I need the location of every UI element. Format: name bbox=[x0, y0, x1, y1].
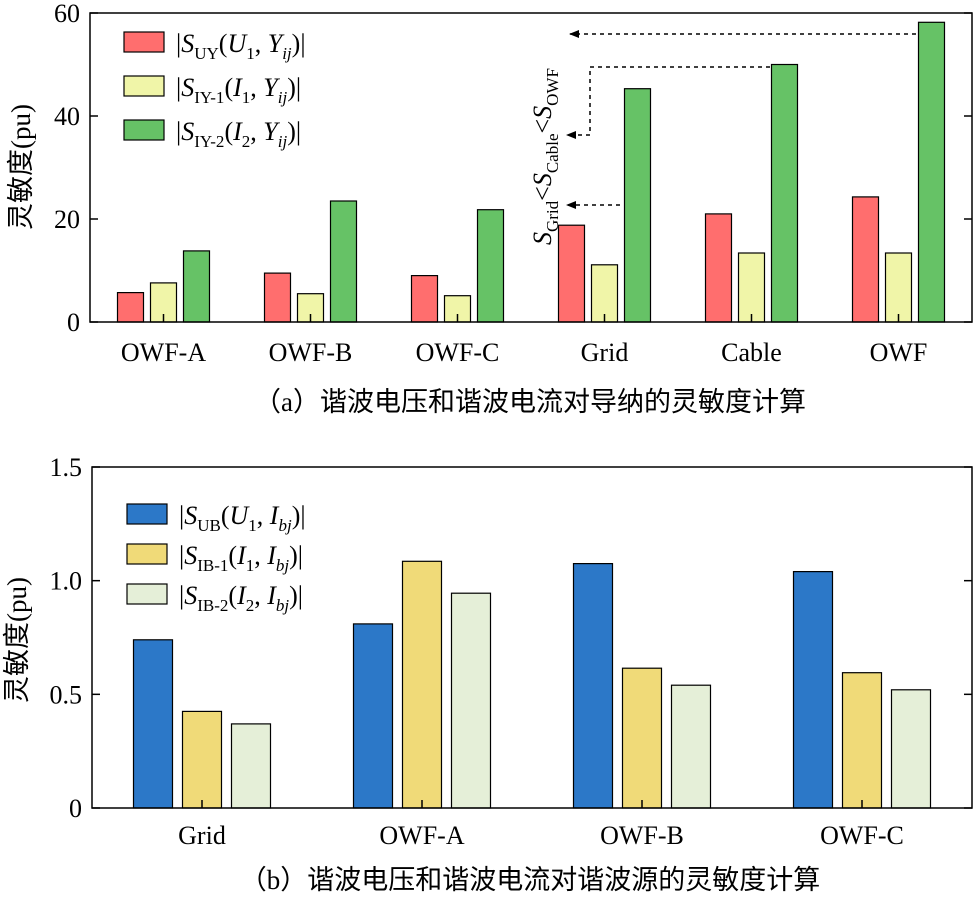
legend-swatch-1 bbox=[126, 503, 168, 525]
panel-a-chart: 0 20 40 60 OWF-A OWF-B OWF-C Grid Cable OWF 灵敏度(… bbox=[6, 0, 973, 417]
panel-a-inequality-annotation: SGrid<SCable<SOWF bbox=[528, 68, 562, 245]
bar-owf-series-2 bbox=[884, 252, 913, 323]
panel-b-plot-frame bbox=[91, 466, 973, 809]
panel-b-y-axis: 0 0.5 1.0 1.5 bbox=[50, 453, 972, 823]
panel-a-annotation-arrows bbox=[566, 30, 916, 209]
bar-owf-a-series-1 bbox=[116, 292, 145, 323]
panel-b-bars bbox=[132, 560, 932, 809]
bar-owf-b-series-3 bbox=[329, 200, 358, 323]
y-tick-label: 0.5 bbox=[50, 680, 83, 709]
bar-owf-series-3 bbox=[917, 21, 946, 323]
bar-cable-series-1 bbox=[704, 213, 733, 323]
bar-grid-series-2 bbox=[181, 710, 223, 809]
panel-b-caption: （b）谐波电压和谐波电流对谐波源的灵敏度计算 bbox=[240, 865, 821, 895]
legend-label-2: |SIB-1(I1, Ibj)| bbox=[179, 541, 303, 575]
panel-b-y-axis-title: 灵敏度(pu) bbox=[2, 577, 32, 703]
x-tick-label: Cable bbox=[721, 338, 782, 367]
bar-owf-a-series-3 bbox=[450, 592, 492, 809]
bar-owf-series-1 bbox=[851, 196, 880, 323]
arrow-cable bbox=[566, 66, 770, 139]
y-tick-label: 20 bbox=[54, 205, 80, 234]
bar-grid-series-1 bbox=[132, 639, 174, 809]
y-tick-label: 0 bbox=[67, 308, 80, 337]
legend-label-2: |SIY-1(I1, Yij)| bbox=[176, 73, 301, 107]
bar-owf-b-series-1 bbox=[263, 272, 292, 323]
x-tick-label: OWF-C bbox=[820, 821, 904, 850]
bar-grid-series-3 bbox=[230, 723, 272, 809]
legend-label-3: |SIB-2(I2, Ibj)| bbox=[179, 581, 303, 615]
bar-owf-a-series-2 bbox=[401, 560, 443, 809]
panel-a-x-axis: OWF-A OWF-B OWF-C Grid Cable OWF bbox=[121, 314, 928, 367]
y-tick-label: 1.5 bbox=[50, 453, 83, 482]
bar-grid-series-1 bbox=[557, 224, 586, 323]
bar-owf-c-series-2 bbox=[841, 672, 883, 809]
bar-grid-series-2 bbox=[590, 264, 619, 323]
panel-a-plot-frame bbox=[89, 12, 973, 323]
x-tick-label: OWF-A bbox=[121, 338, 206, 367]
bar-owf-c-series-1 bbox=[410, 275, 439, 323]
bar-grid-series-3 bbox=[623, 88, 652, 323]
x-tick-label: OWF bbox=[870, 338, 928, 367]
panel-a-caption: （a）谐波电压和谐波电流对导纳的灵敏度计算 bbox=[254, 387, 806, 417]
panel-a-y-axis: 0 20 40 60 bbox=[54, 0, 972, 337]
x-tick-label: Grid bbox=[178, 821, 226, 850]
legend-swatch-3 bbox=[123, 119, 165, 141]
legend-swatch-2 bbox=[126, 543, 168, 565]
bar-owf-c-series-3 bbox=[476, 209, 505, 323]
bar-owf-b-series-2 bbox=[621, 667, 663, 809]
legend-label-1: |SUY(U1, Yij)| bbox=[176, 29, 306, 63]
x-tick-label: OWF-B bbox=[600, 821, 684, 850]
y-tick-label: 0 bbox=[69, 794, 82, 823]
panel-b-chart: 0 0.5 1.0 1.5 Grid OWF-A OWF-B OWF-C 灵敏度(pu) （… bbox=[2, 453, 973, 895]
bar-owf-c-series-1 bbox=[792, 570, 834, 809]
panel-b-x-axis: Grid OWF-A OWF-B OWF-C bbox=[178, 800, 904, 850]
legend-swatch-1 bbox=[123, 31, 165, 53]
panel-a-bars bbox=[116, 21, 946, 323]
legend-label-3: |SIY-2(I2, Yij)| bbox=[176, 117, 301, 151]
panel-a-legend: |SUY(U1, Yij)| |SIY-1(I1, Yij)| |SIY-2(I2,… bbox=[123, 29, 306, 151]
x-tick-label: OWF-B bbox=[269, 338, 353, 367]
legend-swatch-2 bbox=[123, 75, 165, 97]
bar-cable-series-3 bbox=[770, 63, 799, 323]
y-tick-label: 60 bbox=[54, 0, 80, 28]
x-tick-label: OWF-A bbox=[379, 821, 464, 850]
y-tick-label: 1.0 bbox=[50, 567, 83, 596]
bar-cable-series-2 bbox=[737, 252, 766, 323]
panel-a-y-axis-title: 灵敏度(pu) bbox=[6, 104, 36, 230]
legend-swatch-3 bbox=[126, 583, 168, 605]
bar-owf-b-series-1 bbox=[572, 562, 614, 809]
bar-owf-a-series-3 bbox=[182, 250, 211, 323]
bar-owf-b-series-3 bbox=[670, 684, 712, 809]
bar-owf-a-series-1 bbox=[352, 623, 394, 809]
panel-b-legend: |SUB(U1, Ibj)| |SIB-1(I1, Ibj)| |SIB-2(I2,… bbox=[126, 501, 306, 615]
legend-label-1: |SUB(U1, Ibj)| bbox=[179, 501, 306, 535]
y-tick-label: 40 bbox=[54, 102, 80, 131]
x-tick-label: OWF-C bbox=[416, 338, 500, 367]
x-tick-label: Grid bbox=[581, 338, 629, 367]
bar-owf-c-series-3 bbox=[890, 689, 932, 809]
